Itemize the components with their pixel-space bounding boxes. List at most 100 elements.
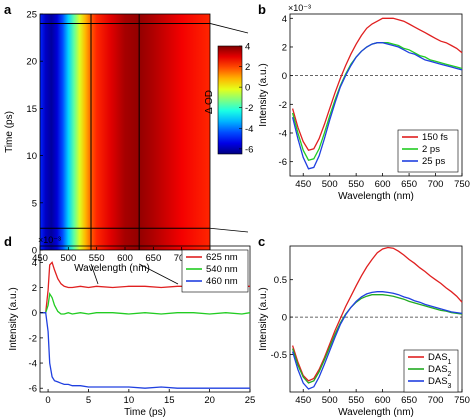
legend-label: 460 nm [206,276,238,287]
colorbar-tick-label: 2 [245,62,250,73]
y-tick-label: 20 [26,57,37,68]
colorbar [217,45,243,155]
x-tick-label: 500 [322,395,338,406]
panel-letter-a: a [4,2,12,17]
legend-name: DAS [428,376,448,387]
x-tick-label: 700 [428,179,444,190]
x-tick-label: 0 [45,395,50,406]
colorbar-ticks: 4 2 0 -2 -4 -6 [239,42,253,155]
legend-label: DAS1 [428,352,452,366]
panel-letter-d: d [4,234,12,249]
legend-name: 2 ps [422,144,440,155]
y-tick-label: 25 [26,10,37,21]
legend-subscript: 1 [448,359,452,366]
legend-label: 150 fs [422,132,448,143]
x-tick-label: 600 [117,253,133,264]
y-tick-label: 0 [282,313,287,324]
x-tick-label: 20 [204,395,215,406]
legend-label: 540 nm [206,264,238,275]
panel-letter-c: c [258,234,265,249]
legend-subscript: 2 [448,371,452,378]
series-line-0 [291,17,463,151]
y-tick-label: 4 [282,14,287,25]
x-tick-label: 700 [428,395,444,406]
y-tick-label: 10 [26,151,37,162]
legend-label: 625 nm [206,252,238,263]
x-tick-label: 500 [60,253,76,264]
legend-name: DAS [428,352,448,363]
y-tick-label: -0.5 [271,350,287,361]
panel-b-spectra: 450 500 550 600 650 700 750 4 2 0 -2 -4 -6 Wavelength… [258,3,470,202]
series-line-2 [291,42,463,170]
heatmap-area [39,13,211,251]
y-tick-label: 0 [32,246,37,257]
colorbar-label: Δ OD [204,90,215,114]
y-tick-label: 2 [32,283,37,294]
y-tick-label: -2 [279,100,287,111]
heatmap-marker-lines [40,14,210,250]
panel-a-heatmap: 4505005506006507007500510152025 Waveleng… [4,10,253,285]
y-tick-label: -6 [279,157,287,168]
y-axis-label: Intensity (a.u.) [258,63,269,126]
zoom-line-625 [138,263,179,285]
series-line-2 [291,291,463,390]
panel-c-das: 450 500 550 600 650 700 750 0.5 0 -0.5 Wavelength … [258,245,470,418]
x-axis-label: Time (ps) [124,407,166,418]
x-tick-label: 450 [295,395,311,406]
x-tick-label: 5 [86,395,91,406]
y-tick-label: 2 [282,42,287,53]
legend-name: 460 nm [206,276,238,287]
panel-letter-b: b [258,2,266,17]
x-tick-label: 650 [401,179,417,190]
x-tick-label: 700 [174,253,190,264]
series-line-2 [40,312,250,389]
x-tick-label: 750 [454,395,470,406]
series-line-0 [291,246,463,382]
y-tick-label: -4 [29,359,37,370]
y-tick-label: 0 [32,308,37,319]
x-tick-label: 15 [164,395,175,406]
x-axis-label: Wavelength (nm) [338,191,414,202]
y-tick-label: -6 [29,384,37,395]
y-tick-label: 5 [32,198,37,209]
colorbar-tick-label: -2 [245,103,253,114]
plot-frame [289,245,463,393]
zoom-line-bottom [209,227,249,233]
zoom-connector-lines [90,23,249,285]
colorbar-tick-label: -4 [245,124,253,135]
x-tick-label: 25 [245,395,256,406]
colorbar-tick-label: 0 [245,83,250,94]
x-tick-label: 550 [89,253,105,264]
y-tick-label: 0 [282,71,287,82]
x-tick-label: 750 [454,179,470,190]
x-tick-label: 650 [145,253,161,264]
heatmap-x-axis-label: Wavelength (nm) [74,263,150,274]
legend-label: DAS2 [428,364,452,378]
y-tick-label: 15 [26,104,37,115]
legend-label: 25 ps [422,156,445,167]
axis-scale-label: ×10⁻³ [38,235,61,245]
legend-subscript: 3 [448,383,452,390]
x-tick-label: 10 [124,395,135,406]
zoom-line-top [209,23,249,34]
zoom-line-540 [90,263,99,285]
y-axis-label: Intensity (a.u.) [258,287,269,350]
x-tick-label: 600 [375,179,391,190]
x-tick-label: 450 [295,179,311,190]
legend-label: 2 ps [422,144,440,155]
x-tick-label: 550 [348,395,364,406]
y-tick-label: -4 [279,128,287,139]
legend-name: 25 ps [422,156,445,167]
series-line-1 [40,291,251,315]
plot-frame [39,245,251,393]
plot-frame [289,13,463,177]
y-tick-label: 0.5 [274,275,287,286]
y-axis-label: Intensity (a.u.) [8,287,19,350]
y-tick-label: -2 [29,333,37,344]
series-line-1 [291,294,463,384]
axis-scale-label: ×10⁻³ [288,3,311,13]
x-axis-label: Wavelength (nm) [338,407,414,418]
legend-label: DAS3 [428,376,452,390]
